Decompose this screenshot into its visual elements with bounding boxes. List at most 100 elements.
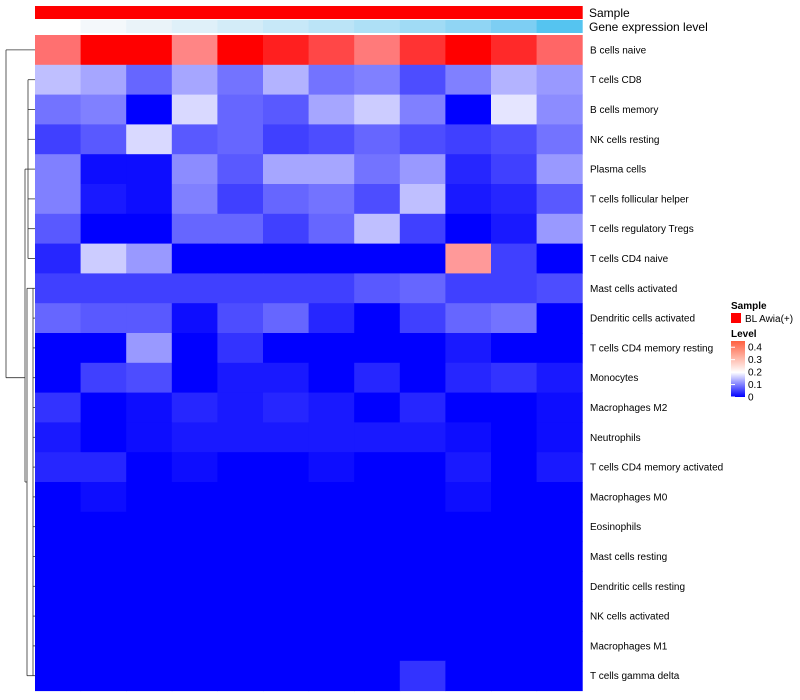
- annotation-cell: [308, 20, 355, 33]
- heatmap-cell: [445, 392, 492, 423]
- heatmap-cell: [171, 422, 218, 453]
- annotation-cell: [35, 20, 82, 33]
- heatmap-cell: [354, 362, 401, 394]
- annotation-cell: [217, 6, 264, 19]
- row-label: T cells gamma delta: [590, 671, 680, 682]
- heatmap-cell: [491, 452, 538, 483]
- heatmap-cell: [399, 94, 446, 125]
- heatmap-cell: [171, 601, 218, 632]
- heatmap-cell: [445, 482, 492, 513]
- heatmap-cell: [308, 392, 355, 423]
- heatmap-cell: [126, 660, 173, 692]
- heatmap-cell: [445, 35, 492, 66]
- heatmap-cell: [399, 571, 446, 602]
- heatmap-cell: [354, 511, 401, 543]
- heatmap-cell: [217, 541, 264, 572]
- heatmap-cell: [536, 273, 583, 304]
- heatmap-cell: [308, 64, 355, 96]
- heatmap-cell: [171, 213, 218, 245]
- heatmap-cell: [354, 273, 401, 304]
- heatmap-cell: [354, 482, 401, 513]
- heatmap-cell: [354, 184, 401, 215]
- row-label: T cells CD4 naive: [590, 254, 669, 265]
- heatmap-cell: [491, 35, 538, 66]
- heatmap-cell: [263, 482, 310, 513]
- heatmap-cell: [217, 154, 264, 185]
- heatmap-cell: [354, 64, 401, 96]
- heatmap-cell: [35, 482, 82, 513]
- row-label: T cells CD4 memory resting: [590, 343, 713, 354]
- heatmap-cell: [263, 154, 310, 185]
- row-label: NK cells resting: [590, 135, 659, 146]
- annotation-cell: [536, 20, 583, 33]
- heatmap-cell: [263, 243, 310, 274]
- heatmap-cell: [399, 243, 446, 274]
- heatmap-cell: [445, 362, 492, 394]
- heatmap-cell: [445, 213, 492, 245]
- row-label: Macrophages M0: [590, 492, 668, 503]
- heatmap-cell: [308, 184, 355, 215]
- heatmap-cell: [445, 601, 492, 632]
- heatmap-cell: [399, 64, 446, 96]
- heatmap-cell: [263, 273, 310, 304]
- heatmap-cell: [536, 631, 583, 662]
- heatmap-cell: [263, 362, 310, 394]
- heatmap-cell: [536, 154, 583, 185]
- heatmap-cell: [126, 184, 173, 215]
- heatmap-cell: [126, 601, 173, 632]
- heatmap-cell: [126, 452, 173, 483]
- heatmap-cell: [80, 601, 127, 632]
- heatmap-cell: [126, 273, 173, 304]
- heatmap-cell: [171, 94, 218, 125]
- heatmap-cell: [217, 333, 264, 364]
- heatmap-cell: [354, 631, 401, 662]
- heatmap-cell: [263, 64, 310, 96]
- heatmap-cell: [354, 303, 401, 334]
- heatmap-cell: [217, 392, 264, 423]
- annotation-cell: [354, 6, 401, 19]
- heatmap-cell: [399, 35, 446, 66]
- heatmap-cell: [491, 660, 538, 692]
- heatmap-cell: [171, 124, 218, 155]
- heatmap-cell: [126, 64, 173, 96]
- heatmap-cell: [217, 631, 264, 662]
- heatmap-cell: [536, 660, 583, 692]
- heatmap-cell: [35, 124, 82, 155]
- heatmap-cell: [217, 213, 264, 245]
- heatmap-cell: [445, 154, 492, 185]
- heatmap-cell: [35, 333, 82, 364]
- heatmap-cell: [263, 303, 310, 334]
- heatmap-cell: [80, 154, 127, 185]
- heatmap-cell: [35, 362, 82, 394]
- row-label: Mast cells resting: [590, 552, 667, 563]
- heatmap-cell: [399, 660, 446, 692]
- heatmap-cell: [308, 94, 355, 125]
- heatmap-cell: [399, 362, 446, 394]
- row-dendrogram: [5, 49, 35, 677]
- heatmap-cell: [491, 392, 538, 423]
- heatmap-cell: [217, 482, 264, 513]
- heatmap-cell: [308, 541, 355, 572]
- row-label: Dendritic cells activated: [590, 314, 695, 325]
- heatmap-cell: [399, 184, 446, 215]
- heatmap-cell: [263, 333, 310, 364]
- heatmap-cell: [171, 362, 218, 394]
- legend-sample-swatch: [731, 313, 741, 323]
- legend-sample-entry: BL Awia(+): [745, 314, 793, 325]
- annotation-label: Gene expression level: [589, 20, 708, 34]
- heatmap-cell: [308, 154, 355, 185]
- heatmap-cell: [308, 631, 355, 662]
- heatmap-cell: [491, 631, 538, 662]
- heatmap-cell: [263, 511, 310, 543]
- heatmap-cell: [445, 303, 492, 334]
- row-label: Eosinophils: [590, 522, 641, 533]
- heatmap-cell: [308, 303, 355, 334]
- heatmap-cell: [217, 511, 264, 543]
- heatmap-cell: [491, 601, 538, 632]
- legend-tick-label: 0: [748, 393, 754, 404]
- row-label: T cells CD4 memory activated: [590, 463, 723, 474]
- heatmap-cell: [536, 571, 583, 602]
- heatmap-cell: [217, 64, 264, 96]
- heatmap-cell: [80, 482, 127, 513]
- heatmap-cell: [171, 273, 218, 304]
